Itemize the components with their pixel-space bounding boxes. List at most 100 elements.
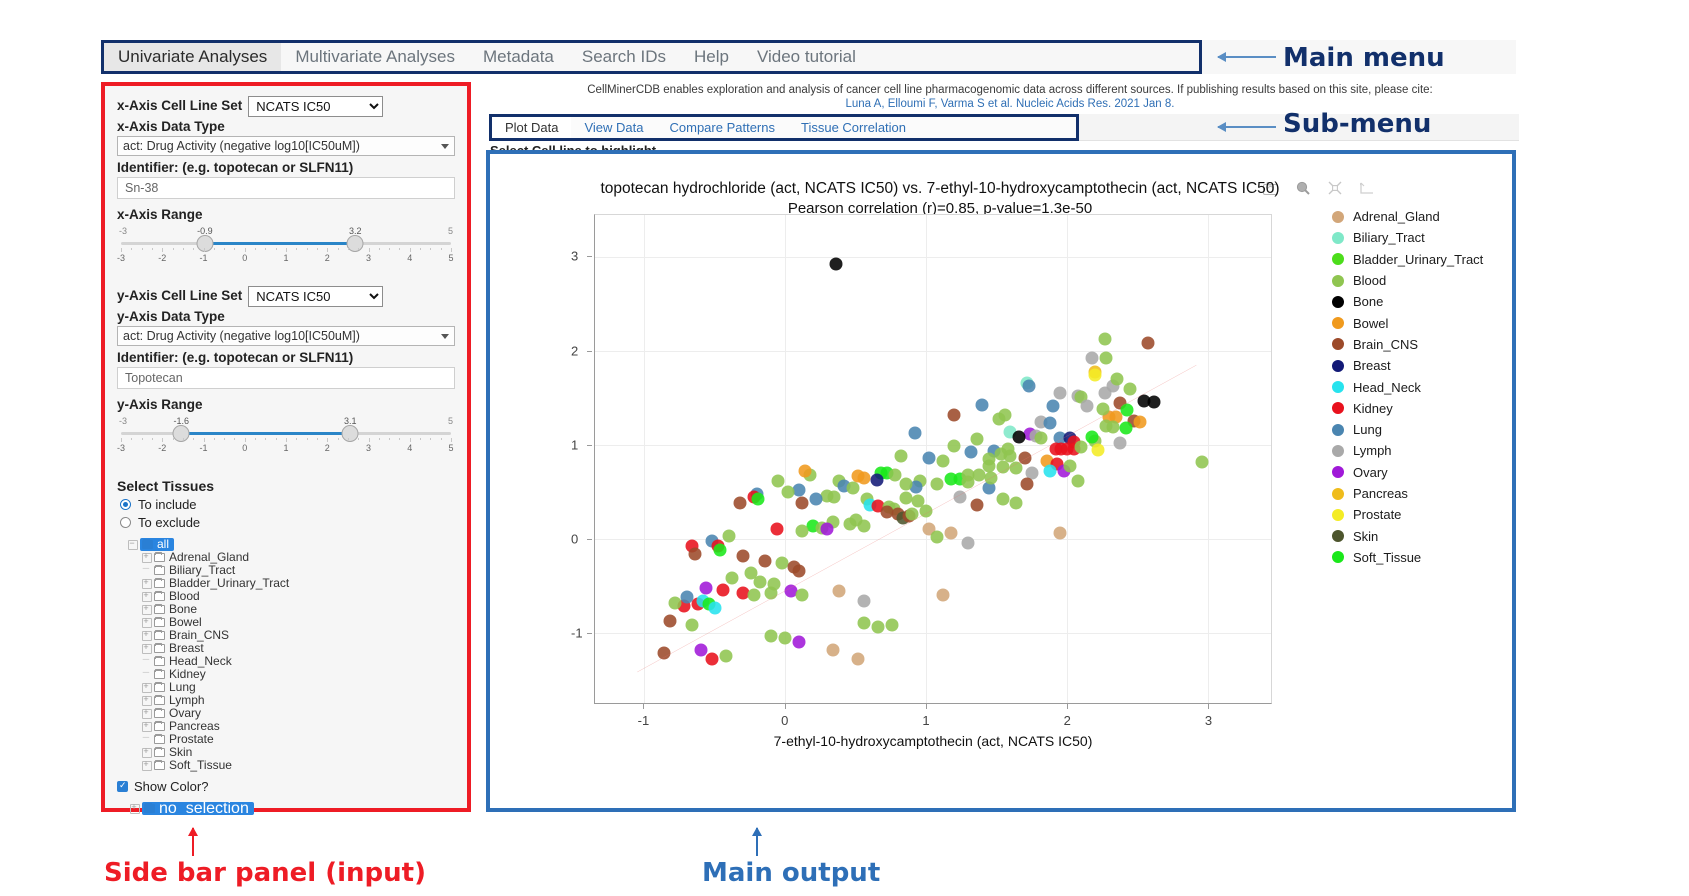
scatter-point[interactable]	[944, 526, 958, 540]
legend-item[interactable]: Lung	[1332, 419, 1512, 440]
scatter-point[interactable]	[970, 432, 984, 446]
scatter-point[interactable]	[713, 543, 727, 557]
tissue-mode-include[interactable]: To include	[120, 497, 455, 512]
scatter-point[interactable]	[961, 536, 975, 550]
scatter-point[interactable]	[930, 530, 944, 544]
legend-item[interactable]: Pancreas	[1332, 483, 1512, 504]
x-axis-cell-line-set-select[interactable]: NCATS IC50	[248, 96, 384, 117]
banner-citation-link[interactable]: Luna A, Elloumi F, Varma S et al. Nuclei…	[845, 98, 1175, 110]
scatter-point[interactable]	[919, 504, 933, 518]
scatter-point[interactable]	[1034, 431, 1048, 445]
tissue-tree-item[interactable]: Adrenal_Gland	[117, 551, 455, 564]
scatter-point[interactable]	[694, 643, 708, 656]
tissue-tree-item[interactable]: Head_Neck	[117, 654, 455, 668]
submenu-tab-tissue-correlation[interactable]: Tissue Correlation	[788, 117, 919, 138]
expand-icon[interactable]	[141, 720, 152, 732]
scatter-point[interactable]	[888, 468, 902, 482]
scatter-point[interactable]	[871, 620, 885, 634]
tissue-tree-item[interactable]: Lymph	[117, 694, 455, 707]
camera-icon[interactable]	[1263, 181, 1278, 195]
scatter-point[interactable]	[1133, 415, 1147, 429]
reset-axes-icon[interactable]	[1360, 182, 1374, 195]
menu-tab-multivariate-analyses[interactable]: Multivariate Analyses	[281, 43, 469, 71]
expand-icon[interactable]	[141, 694, 152, 706]
scatter-point[interactable]	[922, 451, 936, 465]
scatter-point[interactable]	[996, 460, 1010, 474]
scatter-point[interactable]	[1046, 399, 1060, 412]
scatter-point[interactable]	[1085, 430, 1099, 444]
plot-frame[interactable]	[594, 214, 1272, 704]
x-axis-identifier-input[interactable]: Sn-38	[117, 177, 455, 199]
scatter-point[interactable]	[857, 519, 871, 533]
scatter-point[interactable]	[795, 588, 809, 602]
y-slider-knob-high[interactable]	[341, 425, 359, 442]
tissue-tree-item[interactable]: Lung	[117, 681, 455, 694]
tissue-tree-item[interactable]: Blood	[117, 590, 455, 603]
scatter-point[interactable]	[984, 471, 998, 485]
legend-item[interactable]: Skin	[1332, 525, 1512, 546]
legend-item[interactable]: Head_Neck	[1332, 376, 1512, 397]
scatter-point[interactable]	[1085, 351, 1099, 365]
scatter-point[interactable]	[699, 581, 713, 595]
expand-icon[interactable]	[141, 642, 152, 654]
y-slider-knob-low[interactable]	[172, 425, 190, 442]
scatter-point[interactable]	[908, 426, 922, 440]
tissue-tree-item[interactable]: Skin	[117, 746, 455, 759]
submenu-tab-view-data[interactable]: View Data	[571, 117, 656, 138]
scatter-point[interactable]	[820, 522, 834, 536]
legend-item[interactable]: Breast	[1332, 355, 1512, 376]
scatter-point[interactable]	[1071, 474, 1085, 488]
scatter-point[interactable]	[936, 454, 950, 468]
scatter-point[interactable]	[778, 631, 792, 645]
scatter-point[interactable]	[970, 498, 984, 512]
scatter-point[interactable]	[1088, 368, 1102, 382]
scatter-point[interactable]	[885, 618, 899, 632]
legend-item[interactable]: Soft_Tissue	[1332, 547, 1512, 568]
show-color-checkbox-row[interactable]: Show Color?	[117, 779, 455, 794]
scatter-point[interactable]	[843, 517, 857, 531]
legend-item[interactable]: Bone	[1332, 291, 1512, 312]
scatter-point[interactable]	[771, 474, 785, 488]
scatter-point[interactable]	[685, 618, 699, 632]
x-axis-range-slider[interactable]: -3 5 -0.9 3.2 -3 -2 -1 0 1 2 3 4 5	[117, 226, 455, 274]
tissue-tree-item[interactable]: Bowel	[117, 616, 455, 629]
pan-icon[interactable]	[1328, 181, 1342, 195]
scatter-point[interactable]	[947, 408, 961, 422]
scatter-point[interactable]	[1009, 496, 1023, 510]
scatter-point[interactable]	[1074, 440, 1088, 454]
expand-icon[interactable]	[141, 603, 152, 615]
scatter-point[interactable]	[764, 629, 778, 643]
expand-icon[interactable]	[141, 707, 152, 719]
scatter-point[interactable]	[792, 483, 806, 497]
legend-item[interactable]: Bowel	[1332, 312, 1512, 333]
scatter-point[interactable]	[753, 575, 767, 589]
scatter-point[interactable]	[1096, 402, 1110, 416]
scatter-point[interactable]	[846, 481, 860, 495]
scatter-point[interactable]	[827, 490, 841, 504]
scatter-point[interactable]	[795, 524, 809, 538]
legend-item[interactable]: Adrenal_Gland	[1332, 206, 1512, 227]
legend-item[interactable]: Kidney	[1332, 398, 1512, 419]
scatter-point[interactable]	[688, 547, 702, 561]
tissue-tree-item[interactable]: Biliary_Tract	[117, 563, 455, 577]
submenu-tab-plot-data[interactable]: Plot Data	[492, 117, 572, 138]
scatter-point[interactable]	[1141, 336, 1155, 350]
scatter-point[interactable]	[716, 583, 730, 597]
tissue-tree-item[interactable]: Ovary	[117, 707, 455, 720]
scatter-point[interactable]	[1098, 386, 1112, 400]
scatter-point[interactable]	[1063, 459, 1077, 473]
scatter-point[interactable]	[809, 492, 823, 506]
scatter-point[interactable]	[1113, 436, 1127, 450]
menu-tab-univariate-analyses[interactable]: Univariate Analyses	[104, 43, 282, 71]
legend-item[interactable]: Ovary	[1332, 462, 1512, 483]
scatter-point[interactable]	[1110, 372, 1124, 386]
scatter-point[interactable]	[1123, 382, 1137, 396]
scatter-point[interactable]	[1043, 416, 1057, 430]
scatter-point[interactable]	[680, 590, 694, 604]
scatter-point[interactable]	[1020, 477, 1034, 491]
scatter-point[interactable]	[982, 459, 996, 473]
scatter-point[interactable]	[829, 257, 843, 271]
legend-item[interactable]: Lymph	[1332, 440, 1512, 461]
tissue-tree-item[interactable]: Brain_CNS	[117, 629, 455, 642]
scatter-point[interactable]	[1147, 395, 1161, 409]
